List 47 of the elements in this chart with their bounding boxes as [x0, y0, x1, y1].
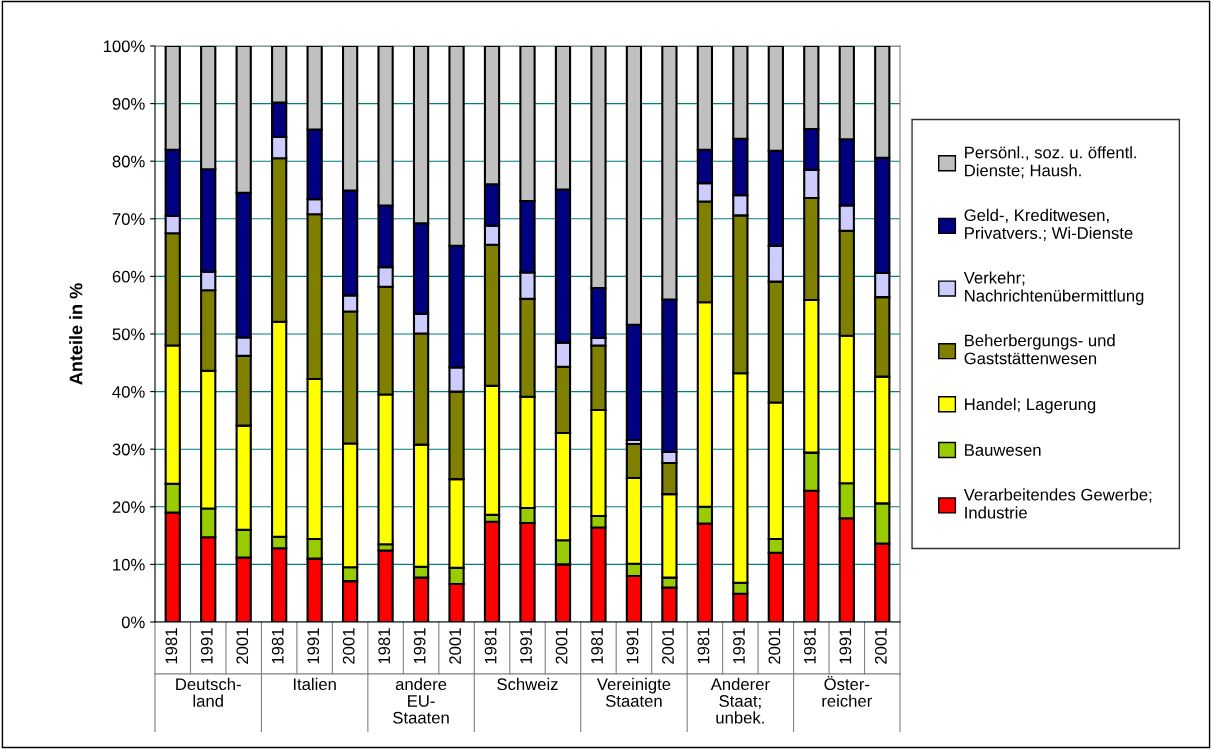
x-tick-label: 2001: [768, 628, 781, 664]
text: Schweiz: [497, 677, 558, 691]
x-tick-label: 2001: [449, 628, 462, 664]
x-tick-label: 1991: [520, 628, 532, 664]
legend-label: Persönl., soz. u. öffentl. Dienste; Haush.: [965, 146, 1137, 179]
text: Vereinigte Staaten: [596, 677, 671, 707]
legend-label: Handel; Lagerung: [965, 397, 1096, 414]
x-tick-label: 2001: [555, 628, 568, 664]
x-tick-label: 1981: [591, 628, 603, 664]
x-tick-label: 2001: [236, 628, 249, 664]
x-tick-label: 1991: [200, 628, 213, 664]
text: Öster- reicher: [822, 676, 872, 707]
legend-label: Verarbeitendes Gewerbe; Industrie: [963, 488, 1152, 519]
x-tick-label: 1991: [307, 628, 320, 664]
legend-label: Geld-, Kreditwesen, Privatvers.; Wi-Dienste: [964, 208, 1133, 241]
y-tick-label: 100%: [103, 40, 145, 53]
y-tick-label: 70%: [112, 213, 145, 225]
x-tick-label: 1981: [271, 628, 284, 664]
legend-label: Bauwesen: [965, 444, 1041, 456]
x-tick-label: 1991: [733, 628, 745, 664]
text: andere EU- Staaten: [393, 677, 449, 724]
x-tick-label: 1991: [839, 628, 852, 664]
legend-label: Beherbergungs- und Gaststättenwesen: [964, 334, 1115, 365]
x-tick-label: 2001: [662, 628, 674, 664]
y-tick-label: 20%: [112, 501, 145, 513]
x-tick-label: 1981: [484, 628, 497, 664]
y-axis-title: Anteile in %: [69, 283, 83, 385]
y-tick-label: 80%: [112, 155, 145, 168]
x-tick-label: 1991: [626, 628, 639, 664]
y-tick-label: 60%: [112, 270, 145, 283]
text: Italien: [293, 677, 336, 691]
x-tick-label: 1981: [803, 628, 816, 664]
x-tick-label: 1981: [165, 628, 178, 664]
text: Anderer Staat; unbek.: [710, 677, 770, 724]
x-tick-label: 1991: [413, 628, 426, 664]
y-tick-label: 30%: [112, 443, 145, 456]
x-tick-label: 2001: [874, 628, 887, 664]
y-tick-label: 40%: [112, 386, 145, 398]
x-tick-label: 2001: [342, 628, 355, 664]
x-tick-label: 1981: [378, 628, 391, 664]
legend-label: Verkehr; Nachrichtenübermittlung: [963, 271, 1144, 305]
y-tick-label: 0%: [121, 616, 145, 629]
y-tick-label: 10%: [113, 558, 145, 571]
text: Deutsch- land: [176, 677, 241, 707]
y-tick-label: 50%: [112, 328, 145, 341]
y-tick-label: 90%: [112, 98, 145, 110]
x-tick-label: 1981: [697, 628, 710, 664]
